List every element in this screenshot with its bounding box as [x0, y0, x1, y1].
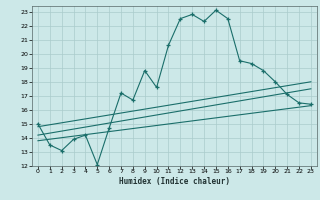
X-axis label: Humidex (Indice chaleur): Humidex (Indice chaleur): [119, 177, 230, 186]
